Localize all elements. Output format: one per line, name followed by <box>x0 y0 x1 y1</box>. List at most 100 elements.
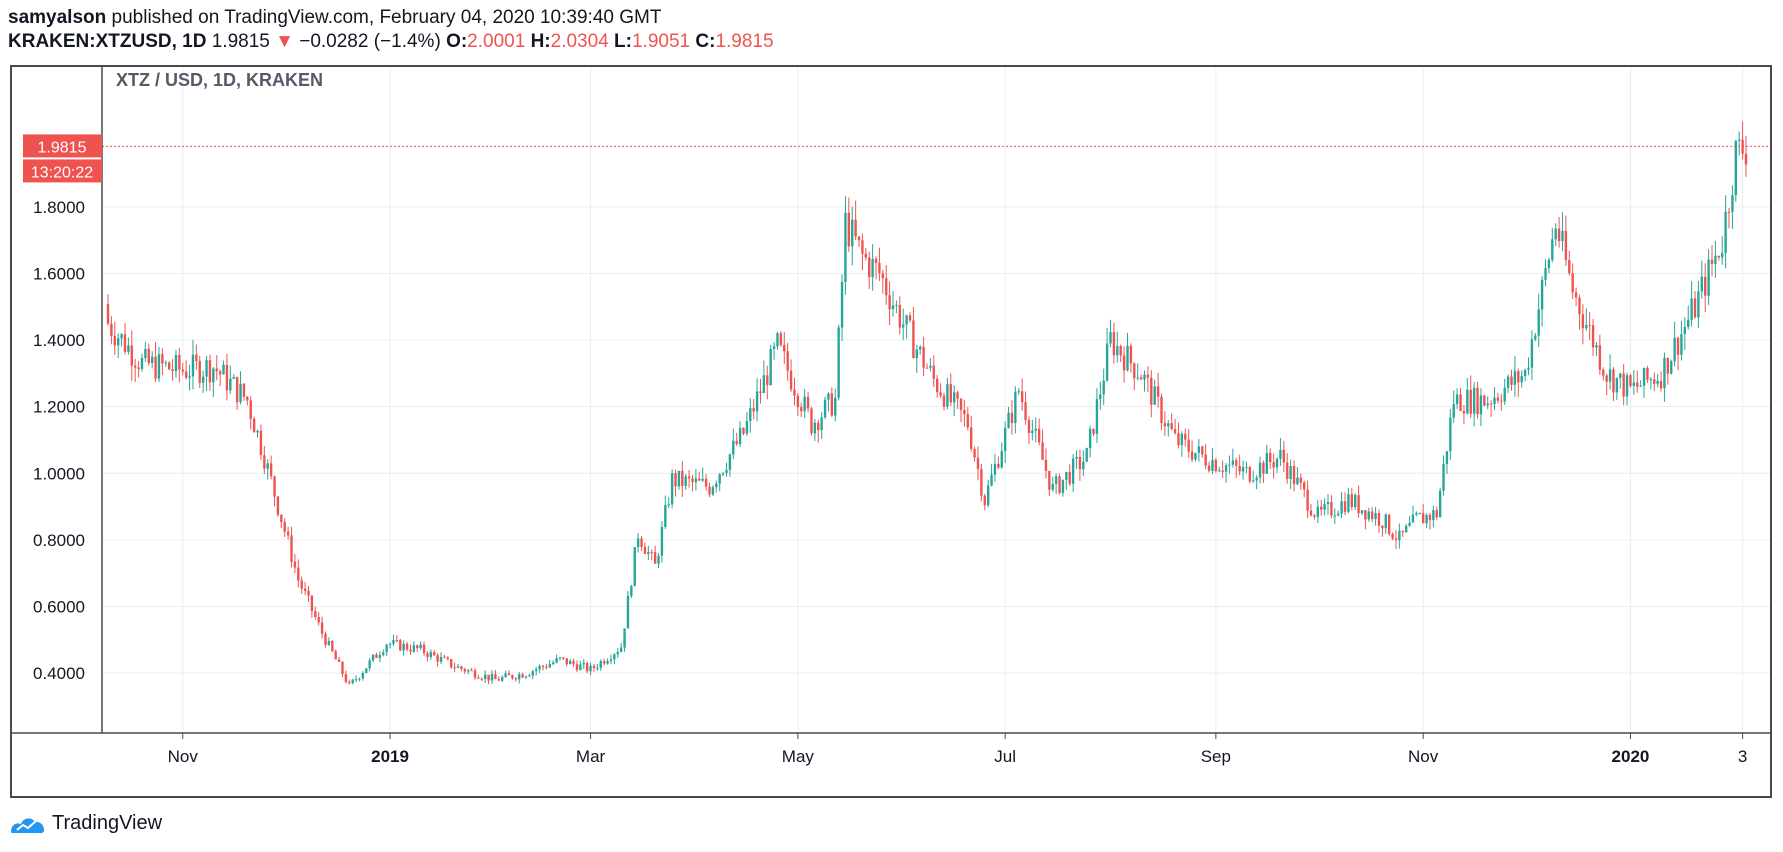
candle <box>443 654 446 659</box>
candle <box>623 628 626 652</box>
candle <box>195 344 198 370</box>
candle <box>252 416 256 433</box>
candle <box>966 406 969 431</box>
countdown-tag-value: 13:20:22 <box>31 164 93 181</box>
candlestick-chart[interactable]: 0.4000 0.6000 0.8000 1.0000 1.2000 1.4000 1.60… <box>10 65 1772 798</box>
candle <box>983 494 986 511</box>
last-price: 1.9815 <box>211 31 270 52</box>
candle <box>1129 343 1133 373</box>
candle <box>181 362 184 376</box>
candle <box>1656 373 1659 388</box>
candle <box>280 514 283 529</box>
candle <box>670 469 674 509</box>
candle <box>1292 460 1296 492</box>
candle <box>1683 317 1687 350</box>
candle <box>640 536 643 552</box>
y-tick-label: 1.0000 <box>33 464 85 483</box>
candle <box>650 549 653 560</box>
candle <box>144 341 147 362</box>
candle <box>990 463 993 487</box>
candle <box>878 247 881 282</box>
candle <box>1377 509 1381 533</box>
candle <box>1721 236 1724 265</box>
candle <box>205 355 208 391</box>
candle <box>1415 511 1418 517</box>
candle <box>851 206 854 266</box>
x-tick-label: Nov <box>168 747 199 766</box>
candle <box>514 677 517 682</box>
candle <box>201 370 205 393</box>
price-tag: 1.9815 <box>23 134 102 158</box>
candle <box>565 658 568 667</box>
candle <box>293 554 297 574</box>
candle <box>1058 473 1061 495</box>
candle <box>1197 438 1201 462</box>
candle <box>1027 416 1031 445</box>
candle <box>1506 374 1510 393</box>
candle <box>518 671 521 684</box>
candle <box>929 358 932 372</box>
candle <box>174 349 178 378</box>
candle <box>324 631 327 648</box>
candle <box>1666 357 1670 385</box>
candle <box>188 364 191 391</box>
candle <box>905 314 908 339</box>
candle <box>885 265 888 305</box>
candle <box>1452 390 1455 423</box>
candle <box>117 333 120 359</box>
candle <box>912 306 915 359</box>
candle <box>609 654 613 665</box>
candle <box>480 677 484 681</box>
candle <box>1428 512 1432 530</box>
candle <box>636 533 640 553</box>
candle <box>1636 370 1639 393</box>
candle <box>677 470 681 490</box>
candle <box>1387 514 1391 536</box>
candle <box>980 464 983 502</box>
candle <box>1642 367 1646 398</box>
candle <box>1557 217 1561 248</box>
candle <box>507 670 511 676</box>
candle <box>331 639 334 653</box>
candle <box>385 643 388 657</box>
candle <box>599 659 602 671</box>
low-label: L: <box>614 31 632 52</box>
author-name[interactable]: samyalson <box>8 7 107 28</box>
candle <box>762 360 766 394</box>
candle <box>1425 513 1428 529</box>
candle <box>1228 455 1231 474</box>
candle <box>1146 366 1150 393</box>
candle <box>1734 139 1737 202</box>
tradingview-branding[interactable]: TradingView <box>10 812 162 835</box>
y-tick-label: 1.6000 <box>33 264 85 283</box>
candle <box>239 371 242 405</box>
candle <box>154 342 157 383</box>
candle <box>1078 449 1082 481</box>
x-tick-label: Sep <box>1201 747 1231 766</box>
price-tag-value: 1.9815 <box>38 139 87 156</box>
candle <box>541 664 545 671</box>
price-change: −0.0282 (−1.4%) <box>299 31 441 52</box>
candle <box>1190 440 1194 463</box>
candle <box>358 677 361 682</box>
candle <box>1625 372 1629 406</box>
candle <box>1639 380 1642 387</box>
candle <box>1116 331 1119 363</box>
candle <box>823 396 827 420</box>
candle <box>382 649 385 657</box>
candle <box>1075 450 1078 469</box>
candle <box>653 545 657 564</box>
candle <box>1303 480 1306 498</box>
candle <box>1459 388 1462 412</box>
candle <box>1153 379 1156 406</box>
candle <box>1598 334 1602 375</box>
candle <box>378 651 382 663</box>
candle <box>769 344 772 386</box>
candle <box>1360 510 1364 516</box>
candle <box>290 526 293 568</box>
candle <box>365 668 368 674</box>
candle <box>694 468 698 491</box>
candle <box>388 642 392 649</box>
candle <box>1343 492 1347 516</box>
x-tick-label: Nov <box>1408 747 1439 766</box>
